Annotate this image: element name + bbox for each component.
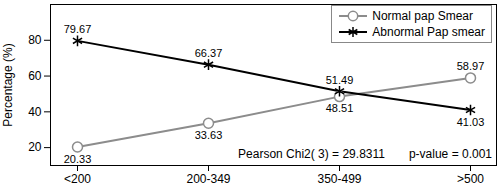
svg-text:80: 80: [28, 33, 42, 47]
svg-text:33.63: 33.63: [195, 129, 223, 141]
svg-text:51.49: 51.49: [326, 74, 354, 86]
html-text:Abnormal Pap smear: Abnormal Pap smear: [372, 25, 485, 39]
svg-text:20: 20: [28, 140, 42, 154]
html-text:Normal pap Smear: Normal pap Smear: [372, 9, 473, 23]
svg-text:20.33: 20.33: [64, 153, 92, 165]
svg-text:58.97: 58.97: [457, 60, 485, 72]
html-text:Pearson Chi2( 3) = 29.8311: Pearson Chi2( 3) = 29.8311: [238, 147, 385, 161]
svg-text:60: 60: [28, 69, 42, 83]
svg-text:200-349: 200-349: [186, 172, 230, 186]
svg-text:>500: >500: [457, 172, 484, 186]
svg-text:350-499: 350-499: [317, 172, 361, 186]
svg-text:<200: <200: [64, 172, 91, 186]
svg-text:Percentage (%): Percentage (%): [1, 43, 15, 126]
html-text:p-value = 0.001: p-value = 0.001: [408, 147, 492, 161]
svg-text:79.67: 79.67: [64, 23, 92, 35]
svg-text:66.37: 66.37: [195, 47, 223, 59]
svg-text:41.03: 41.03: [457, 116, 485, 128]
svg-text:40: 40: [28, 105, 42, 119]
svg-text:48.51: 48.51: [326, 102, 354, 114]
